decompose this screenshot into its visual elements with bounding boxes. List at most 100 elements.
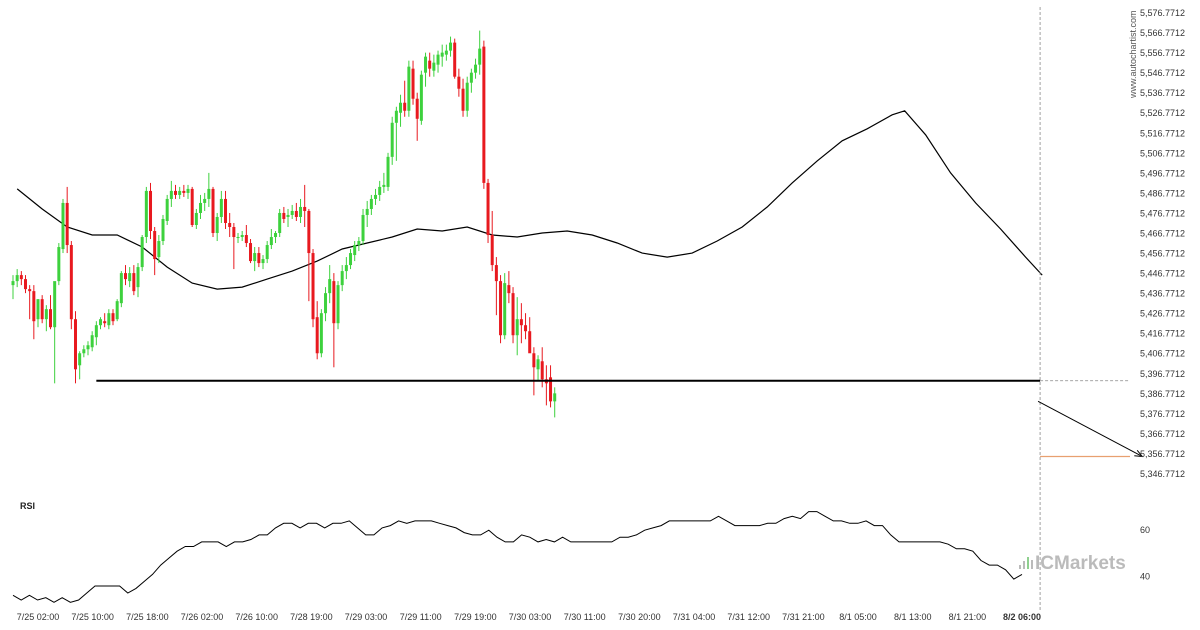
candle-body — [65, 202, 69, 246]
candle — [486, 178, 490, 244]
price-tick-label: 5,426.7712 — [1140, 309, 1185, 319]
candle — [457, 68, 461, 97]
candle-body — [524, 325, 528, 332]
candle-body — [382, 184, 386, 187]
rsi-title: RSI — [20, 501, 35, 511]
candle-body — [403, 102, 407, 111]
candle-body — [207, 188, 211, 199]
candle — [528, 317, 532, 354]
price-tick-label: 5,566.7712 — [1140, 28, 1185, 38]
candle-body — [15, 275, 19, 282]
candle-body — [540, 361, 544, 380]
candle — [265, 241, 269, 264]
candle-body — [128, 273, 132, 282]
candle — [228, 212, 232, 238]
candle-body — [182, 190, 186, 193]
candle — [57, 243, 61, 286]
candle — [128, 267, 132, 288]
candle — [178, 186, 182, 199]
candle-body — [190, 188, 194, 225]
price-tick-label: 5,346.7712 — [1140, 469, 1185, 479]
candle-body — [115, 301, 119, 320]
candle — [124, 265, 128, 286]
candle-body — [407, 66, 411, 111]
candle — [274, 231, 278, 244]
candle — [86, 341, 90, 356]
price-tick-label: 5,416.7712 — [1140, 329, 1185, 339]
candle-body — [211, 188, 215, 234]
candle-body — [315, 317, 319, 354]
candle-body — [74, 319, 78, 370]
candle-body — [144, 190, 148, 238]
price-tick-label: 5,516.7712 — [1140, 128, 1185, 138]
candle-body — [161, 218, 165, 242]
candle — [15, 269, 19, 288]
candle — [69, 241, 73, 330]
candle — [169, 180, 173, 207]
time-tick-label: 8/2 06:00 — [1003, 612, 1041, 622]
time-tick-label: 8/1 13:00 — [894, 612, 932, 622]
candle-body — [490, 235, 494, 266]
candle — [224, 190, 228, 230]
candle — [286, 208, 290, 227]
candle-body — [140, 237, 144, 268]
candle — [490, 210, 494, 272]
candle-body — [515, 319, 519, 336]
candle — [44, 305, 48, 332]
candle — [361, 208, 365, 246]
time-tick-label: 7/26 02:00 — [181, 612, 224, 622]
projection-arrow-line — [1037, 400, 1143, 457]
time-tick-label: 7/28 19:00 — [290, 612, 333, 622]
candle-body — [215, 216, 219, 234]
price-tick-label: 5,496.7712 — [1140, 168, 1185, 178]
candle — [374, 188, 378, 205]
candle — [382, 172, 386, 193]
candle-body — [119, 273, 123, 304]
candle-body — [232, 226, 236, 238]
time-tick-label: 7/31 21:00 — [782, 612, 825, 622]
candle-body — [124, 273, 128, 280]
candle — [11, 275, 15, 300]
candle-body — [444, 50, 448, 55]
candle-body — [194, 212, 198, 225]
candle — [107, 309, 111, 330]
candle — [215, 212, 219, 242]
rsi-tick-label: 40 — [1140, 572, 1150, 582]
candle-body — [511, 293, 515, 336]
candle — [249, 239, 253, 264]
candle — [432, 54, 436, 77]
price-tick-label: 5,396.7712 — [1140, 369, 1185, 379]
candle — [28, 285, 32, 320]
candle-body — [28, 289, 32, 292]
candle-body — [290, 210, 294, 215]
candle-body — [165, 198, 169, 221]
candle — [499, 275, 503, 344]
time-tick-label: 7/31 04:00 — [673, 612, 716, 622]
candle — [144, 186, 148, 244]
moving-average-line — [16, 110, 1043, 290]
candle-body — [203, 198, 207, 203]
candle — [369, 194, 373, 215]
candle — [149, 182, 153, 240]
candles-layer — [11, 30, 557, 418]
price-tick-label: 5,446.7712 — [1140, 269, 1185, 279]
rsi-panel: 40 60 — [12, 511, 1150, 603]
candle-body — [519, 319, 523, 326]
candle — [344, 257, 348, 280]
candle-body — [94, 325, 98, 338]
candle — [319, 309, 323, 358]
candle-body — [461, 88, 465, 111]
candle-body — [399, 102, 403, 113]
candle — [353, 241, 357, 262]
candle-body — [482, 46, 486, 183]
candle — [78, 351, 82, 380]
candle — [203, 192, 207, 211]
price-tick-label: 5,476.7712 — [1140, 208, 1185, 218]
candle-body — [419, 74, 423, 121]
candle-body — [507, 285, 511, 294]
candle — [403, 80, 407, 117]
candle-body — [224, 198, 228, 223]
candle-body — [528, 331, 532, 354]
candle — [82, 345, 86, 358]
candle — [136, 263, 140, 298]
